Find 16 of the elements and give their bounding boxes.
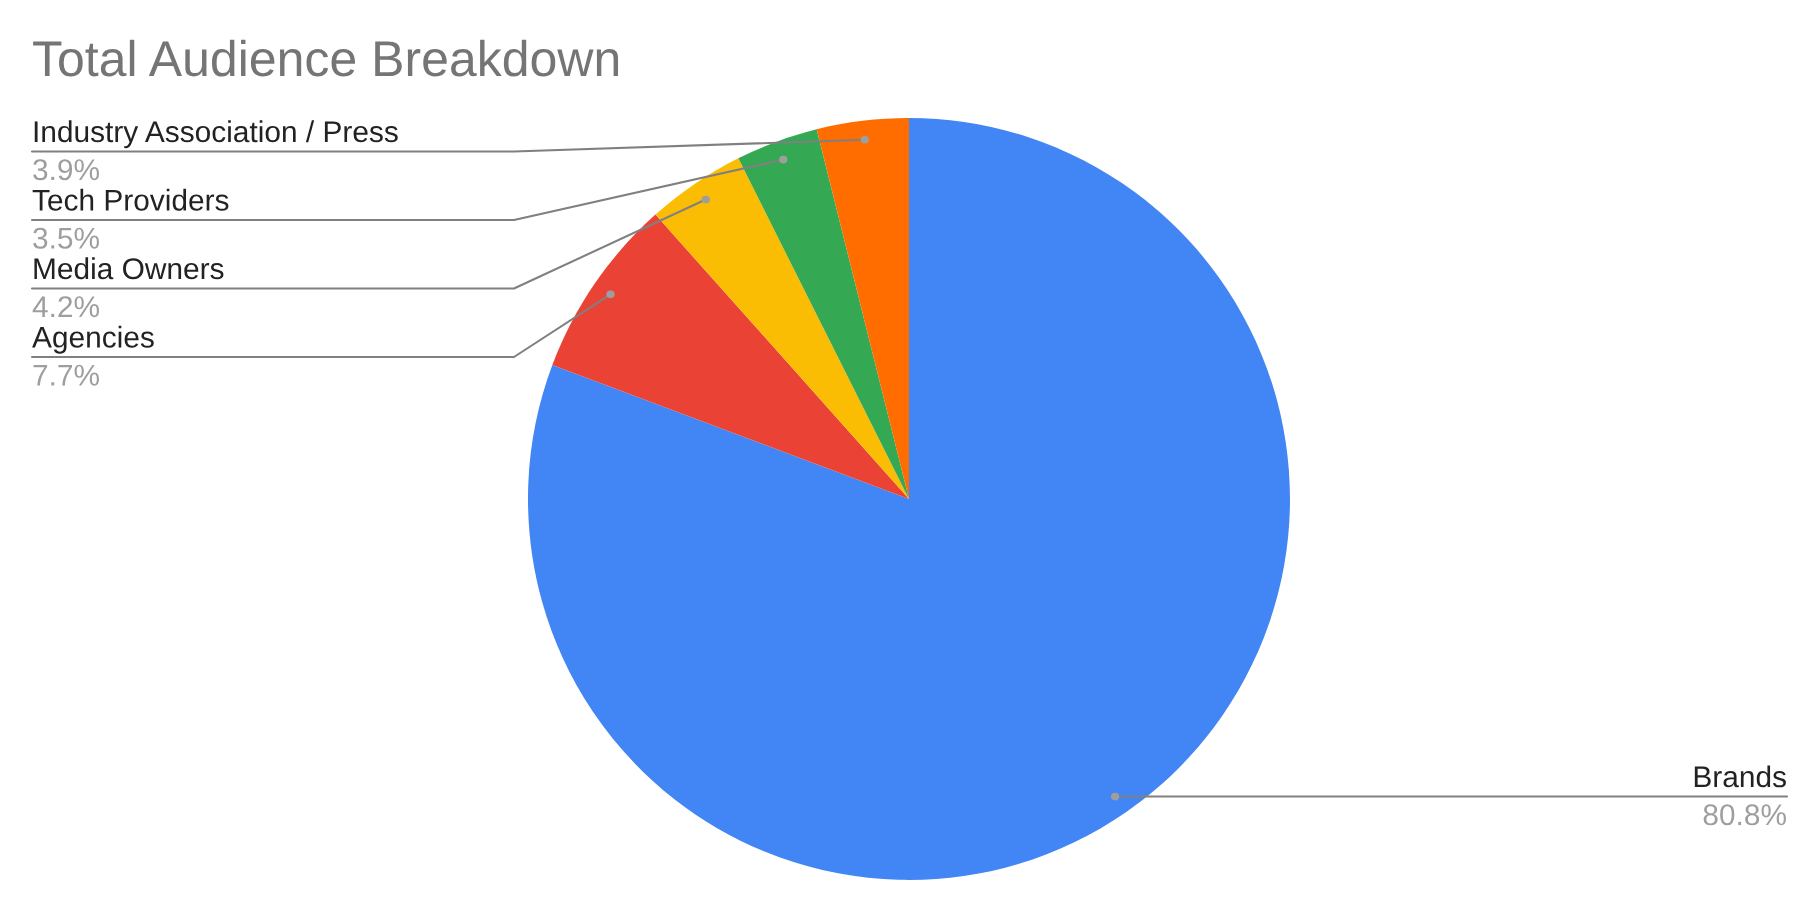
pie-slice — [552, 214, 909, 499]
data-label: 3.9% — [33, 159, 99, 181]
data-label: 80.8% — [1703, 804, 1786, 826]
data-label: 4.2% — [32, 296, 99, 318]
pie-slice — [655, 158, 909, 499]
data-label: 7.7% — [33, 364, 99, 386]
slice-label: Media Owners — [34, 257, 224, 280]
data-label: 3.5% — [33, 227, 99, 249]
slice-label: Industry Association / Press — [34, 120, 398, 149]
slice-label: Agencies — [32, 325, 154, 354]
slice-label: Tech Providers — [32, 188, 229, 211]
slice-label: Brands — [1694, 765, 1786, 788]
pie-slice — [816, 118, 909, 499]
pie-slice — [738, 129, 909, 499]
pie-slice — [528, 118, 1290, 880]
chart-title: Total Audience Breakdown — [33, 39, 619, 77]
